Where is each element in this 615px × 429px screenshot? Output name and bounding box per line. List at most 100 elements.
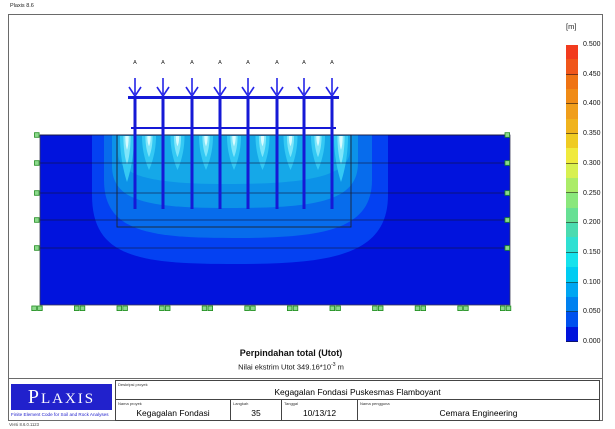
- fixity-marker: [31, 305, 37, 311]
- legend-color-segment: [566, 267, 578, 283]
- legend-tick-label: 0.050: [583, 308, 601, 316]
- column-pile: [302, 96, 306, 209]
- column-pile: [190, 96, 194, 209]
- load-system-label: A: [275, 60, 279, 66]
- caption-extreme-suffix: m: [335, 362, 344, 372]
- fixity-marker: [34, 132, 40, 138]
- load-system-label: A: [161, 60, 165, 66]
- fixity-marker: [504, 245, 510, 251]
- plume-mid: [258, 136, 267, 158]
- load-arrow-head: [156, 86, 164, 97]
- fixity-marker: [504, 160, 510, 166]
- load-arrow-head: [297, 86, 305, 97]
- step-label: Langkah: [233, 401, 249, 406]
- legend-tick-label: 0.100: [583, 278, 601, 286]
- fixity-marker: [372, 305, 378, 311]
- legend-color-bar: [566, 45, 578, 342]
- fixity-marker: [505, 305, 512, 311]
- legend-color-segment: [566, 118, 578, 135]
- fixity-marker: [207, 305, 213, 311]
- load-system-label: A: [218, 60, 222, 66]
- plume-mid: [145, 136, 153, 158]
- titleblock-divider: [8, 378, 603, 379]
- project-value: Kegagalan Fondasi: [136, 408, 210, 418]
- legend-tick-label: 0.500: [583, 41, 601, 48]
- load-arrow-head: [185, 86, 193, 97]
- plot-caption: Perpindahan total (Utot) Nilai ekstrim U…: [8, 348, 574, 372]
- fixity-marker: [377, 305, 384, 311]
- step-value: 35: [251, 408, 261, 418]
- legend-color-segment: [566, 148, 578, 164]
- fixity-marker: [37, 305, 43, 311]
- load-arrow-head: [191, 86, 199, 97]
- titleblock-step-cell: Langkah 35: [231, 400, 282, 420]
- load-arrow-head: [241, 86, 249, 97]
- fixity-marker: [286, 305, 293, 311]
- user-label: Nama pengguna: [360, 401, 390, 406]
- plaxis-logo-p: P: [27, 386, 41, 408]
- caption-extreme-exponent: -3: [331, 362, 336, 368]
- fixity-marker: [504, 132, 510, 138]
- load-arrow-head: [270, 86, 278, 97]
- plume-core: [125, 136, 129, 150]
- fixity-marker: [457, 305, 463, 311]
- fixity-marker: [463, 305, 469, 311]
- fixity-marker: [74, 305, 80, 311]
- plume-core: [260, 136, 265, 147]
- column-pile: [218, 96, 222, 209]
- column-pile: [246, 96, 250, 209]
- fixity-marker: [34, 217, 40, 223]
- fixity-marker: [79, 305, 86, 311]
- load-arrow-head: [325, 86, 333, 97]
- legend-color-segment: [566, 45, 578, 60]
- legend-tick-label: 0.450: [583, 70, 601, 78]
- app-version-label: Plaxis 8.6: [10, 3, 34, 9]
- legend-color-segment: [566, 178, 578, 194]
- titleblock-description-cell: Deskripsi proyek Kegagalan Fondasi Puske…: [116, 381, 599, 400]
- fixity-marker: [335, 305, 341, 311]
- plume-core: [316, 136, 320, 147]
- load-arrow-head: [219, 86, 227, 97]
- plume-core: [175, 136, 180, 147]
- titleblock-project-cell: Nama proyek Kegagalan Fondasi: [116, 400, 231, 420]
- caption-title: Perpindahan total (Utot): [239, 348, 343, 358]
- load-arrow-head: [276, 86, 284, 97]
- lower-beam: [131, 127, 336, 129]
- load-arrow-head: [128, 86, 136, 97]
- fixity-marker: [159, 305, 165, 311]
- column-pile: [133, 96, 137, 209]
- legend-color-segment: [566, 252, 578, 268]
- description-label: Deskripsi proyek: [118, 382, 148, 387]
- legend-tick-label: 0.250: [583, 189, 601, 197]
- user-value: Cemara Engineering: [439, 408, 518, 418]
- legend-color-segment: [566, 74, 578, 90]
- caption-extreme-prefix: Nilai ekstrim Utot 349.16*10: [238, 362, 332, 372]
- load-arrow-head: [247, 86, 255, 97]
- legend-color-segment: [566, 193, 578, 208]
- legend-color-segment: [566, 134, 578, 149]
- caption-extreme-value: Nilai ekstrim Utot 349.16*10-3 m: [8, 362, 574, 372]
- plaxis-logo-rest: LAXIS: [40, 391, 96, 407]
- load-arrow-head: [134, 86, 142, 97]
- legend-color-segment: [566, 104, 578, 119]
- titleblock-user-cell: Nama pengguna Cemara Engineering: [358, 400, 599, 420]
- legend-tick-label: 0.400: [583, 100, 601, 108]
- load-system-label: A: [133, 60, 137, 66]
- legend-tick-label: 0.200: [583, 219, 601, 227]
- legend-tick-label: 0.350: [583, 130, 601, 138]
- plume-core: [204, 136, 208, 147]
- legend-color-segment: [566, 282, 578, 297]
- date-value: 10/13/12: [302, 408, 337, 418]
- fixity-marker: [116, 305, 122, 311]
- description-value: Kegagalan Fondasi Puskesmas Flamboyant: [274, 387, 441, 397]
- fixity-marker: [164, 305, 171, 311]
- load-arrow-head: [331, 86, 339, 97]
- legend-color-segment: [566, 163, 578, 179]
- plume-mid: [337, 136, 345, 165]
- fixity-marker: [499, 305, 506, 311]
- column-pile: [330, 96, 334, 209]
- plume-core: [232, 136, 236, 147]
- plaxis-build-version: Versi 8.6.0.1123: [9, 422, 39, 427]
